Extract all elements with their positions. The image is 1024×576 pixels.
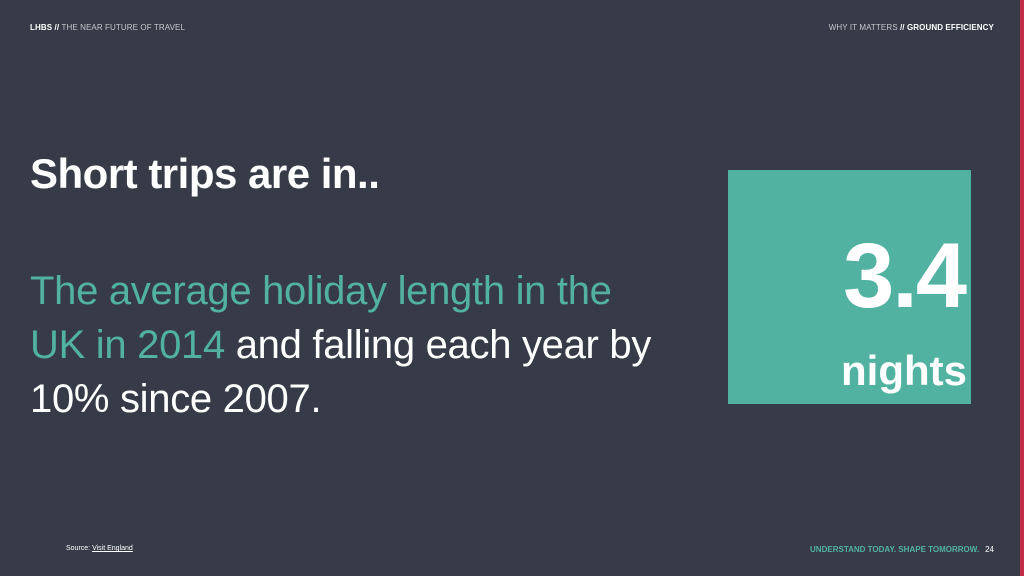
body-highlight: The average holiday length in the UK in … xyxy=(30,269,612,367)
body-text: The average holiday length in the UK in … xyxy=(30,264,670,426)
footer-tagline: UNDERSTAND TODAY. SHAPE TOMORROW. xyxy=(810,545,980,554)
header-right: WHY IT MATTERS // GROUND EFFICIENCY xyxy=(829,23,994,32)
brand-label: LHBS xyxy=(30,23,53,32)
body-rest: and falling each year by 10% since 2007. xyxy=(30,323,652,421)
subsection-label: GROUND EFFICIENCY xyxy=(906,23,994,32)
section-separator: // xyxy=(897,23,907,32)
edge-accent-bar xyxy=(1020,0,1024,576)
page-number: 24 xyxy=(985,545,994,554)
source-note: Source: Visit England xyxy=(66,545,133,552)
slide-title: Short trips are in.. xyxy=(30,150,380,197)
deck-title: THE NEAR FUTURE OF TRAVEL xyxy=(61,23,186,32)
stat-unit: nights xyxy=(841,347,967,394)
header-left: LHBS // THE NEAR FUTURE OF TRAVEL xyxy=(30,23,185,32)
stat-value: 3.4 xyxy=(843,225,967,327)
source-link[interactable]: Visit England xyxy=(92,545,133,552)
header-separator: // xyxy=(52,23,62,32)
source-label: Source: xyxy=(66,545,93,552)
stat-box: 3.4 nights xyxy=(728,170,971,404)
footer: UNDERSTAND TODAY. SHAPE TOMORROW. 24 xyxy=(810,545,994,554)
section-label: WHY IT MATTERS xyxy=(828,23,898,32)
